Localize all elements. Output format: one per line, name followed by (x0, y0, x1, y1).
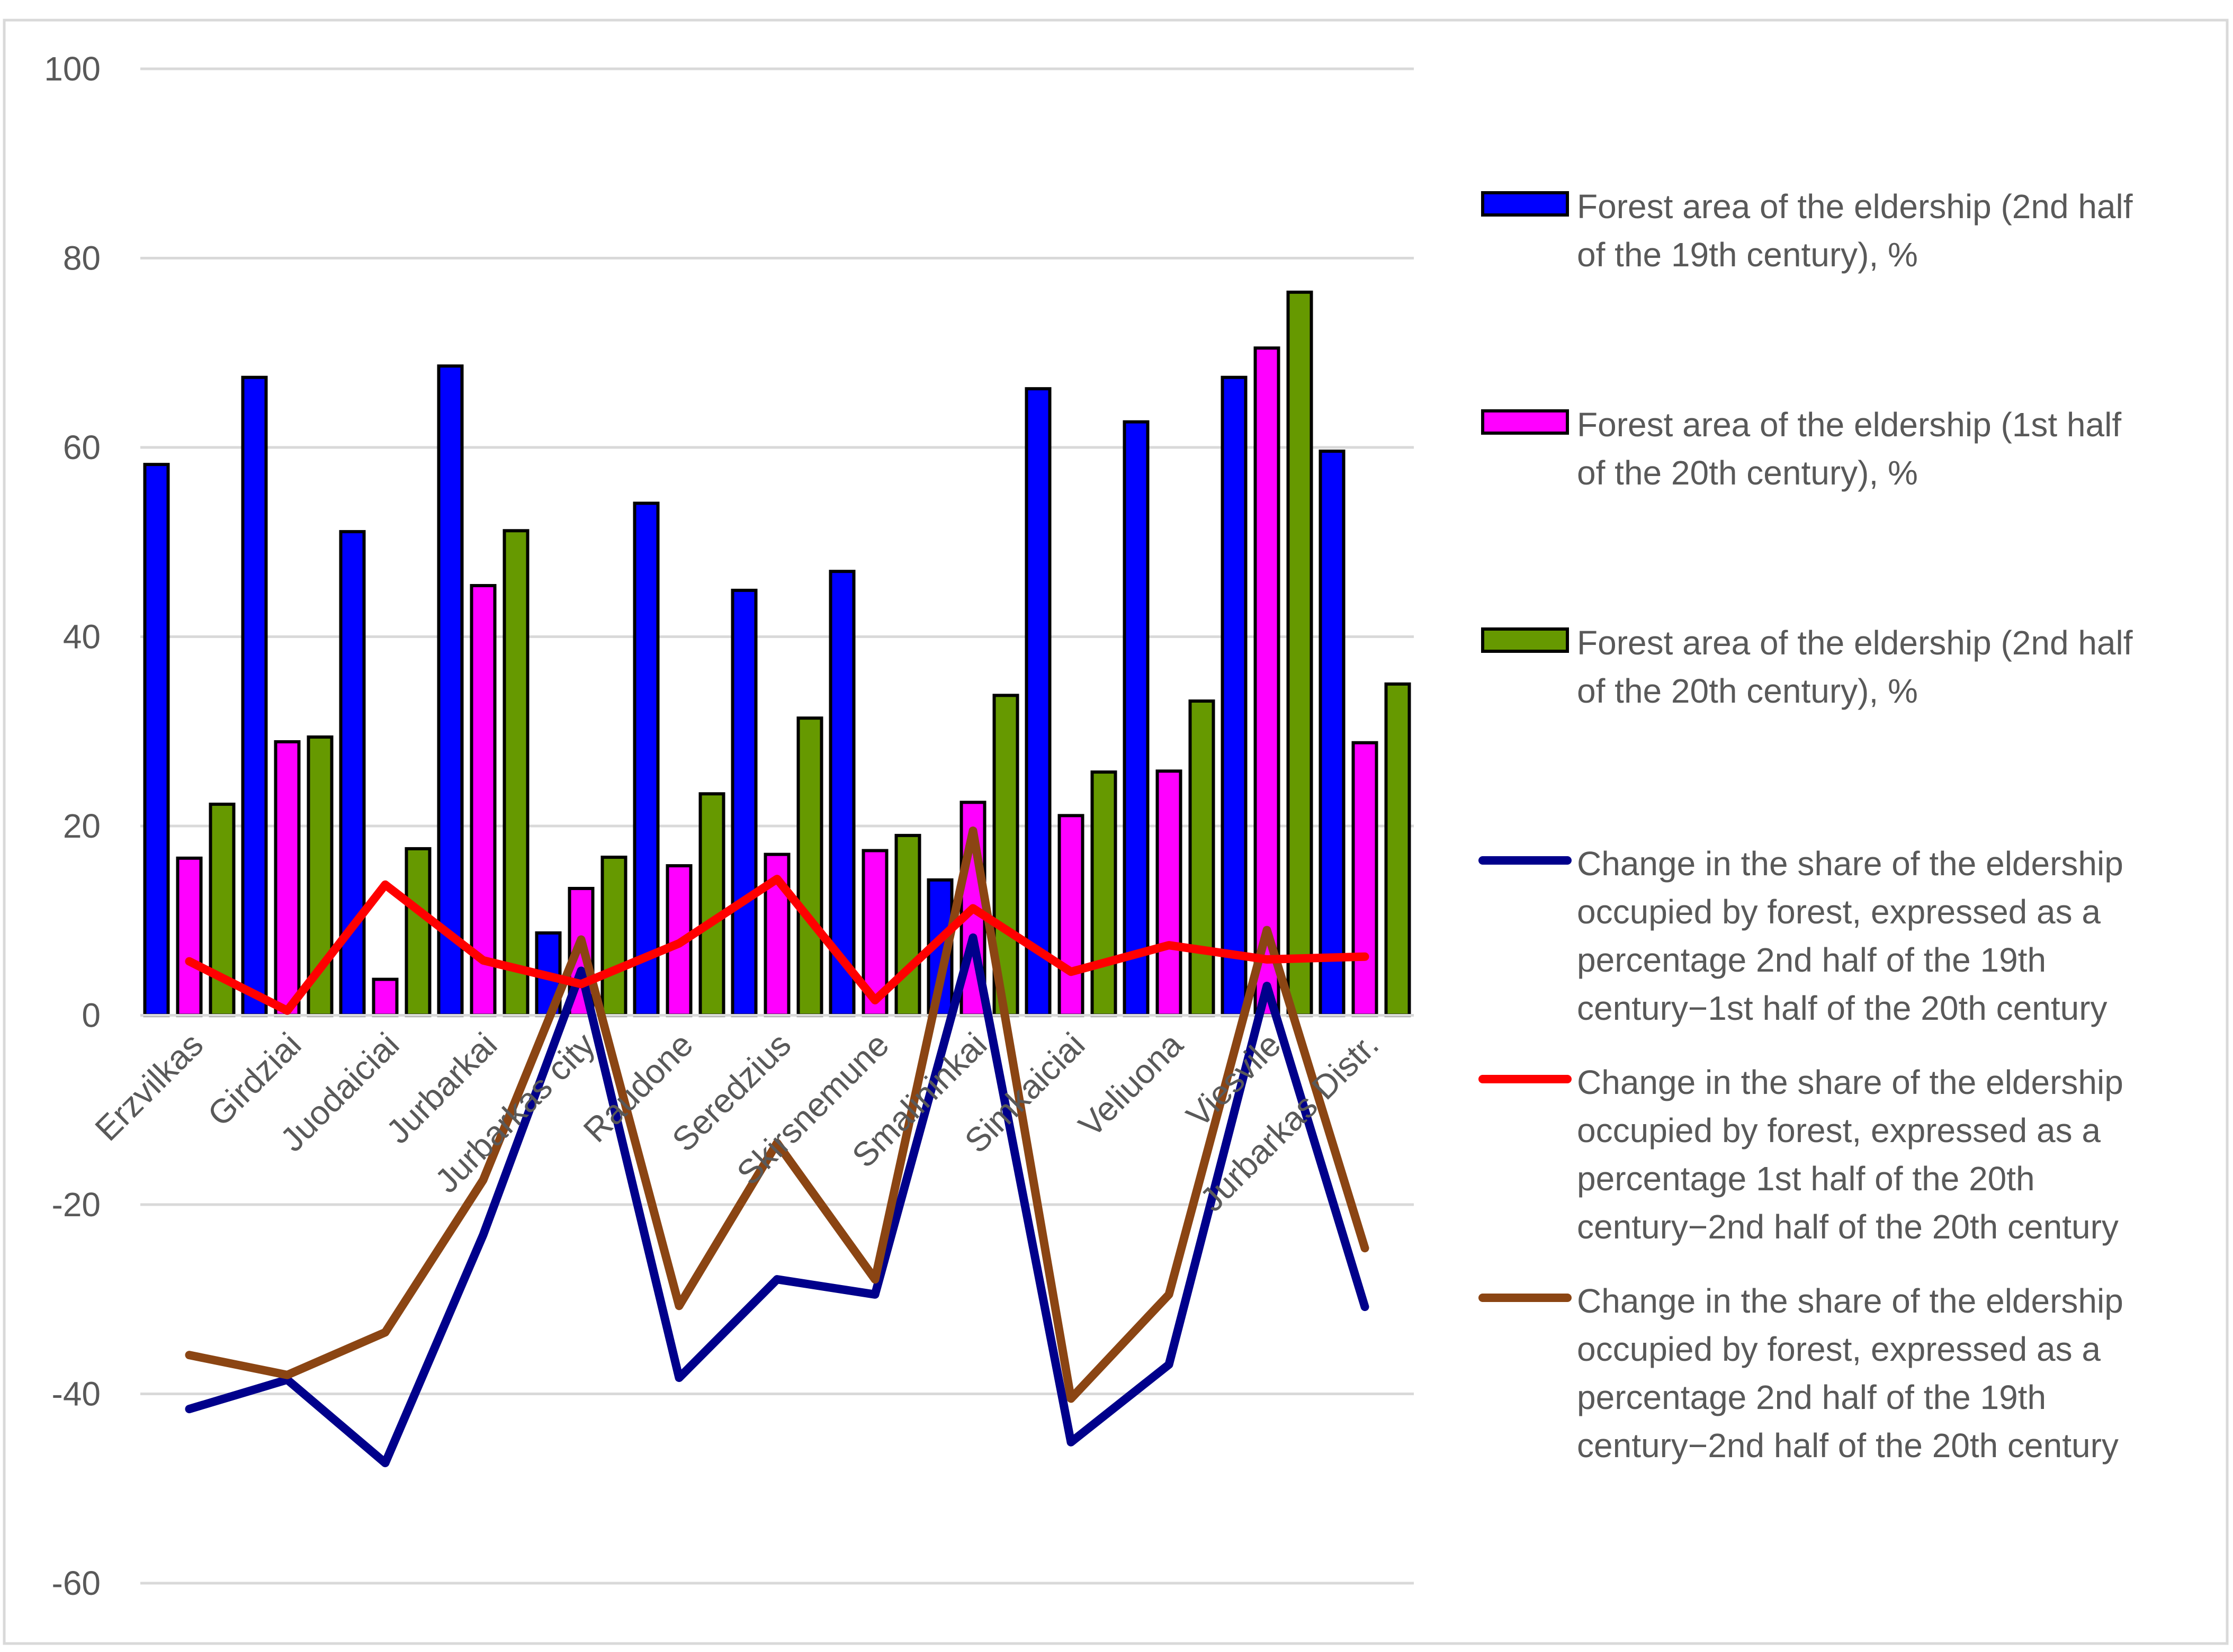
legend-swatch-1 (1481, 191, 1569, 217)
bar-series-3-veliuona (1188, 699, 1215, 1017)
legend: Forest area of the eldership (2nd half of… (1478, 187, 2133, 1465)
legend-swatch-2 (1481, 409, 1569, 435)
bar-series-1-jurbarkai (437, 364, 464, 1017)
y-tick-label: 100 (44, 50, 101, 88)
y-tick-label: 0 (82, 996, 101, 1035)
y-tick-label: 60 (63, 428, 101, 466)
bar-series-2-viesvile (1253, 346, 1280, 1017)
bar-series-1-seredzius (731, 588, 758, 1017)
legend-label-1: Forest area of the eldership (2nd half of… (1577, 187, 2133, 274)
bar-series-2-jurbarkai (470, 583, 497, 1017)
legend-label-4: Change in the share of the eldership occu… (1577, 845, 2123, 1027)
bar-series-2-veliuona (1155, 769, 1182, 1017)
y-axis-ticks: 100 80 60 40 20 0 -20 -40 -60 (44, 50, 101, 1602)
bar-series-3-jurbarkas-distr- (1384, 682, 1411, 1017)
bar-series-3-viesvile (1286, 290, 1313, 1017)
bar-series-1-viesvile (1221, 375, 1248, 1017)
legend-label-6: Change in the share of the eldership occu… (1577, 1282, 2123, 1465)
legend-label-2: Forest area of the eldership (1st half of… (1577, 406, 2121, 492)
bar-series-3-simkaiciai (1090, 770, 1117, 1017)
line-series-2 (185, 875, 1369, 1015)
bar-series-1-skirsnemune (829, 570, 856, 1017)
bar-series-1-veliuona (1123, 420, 1150, 1017)
bar-series-2-girdziai (274, 740, 301, 1017)
bar-series-1-raudone (633, 501, 660, 1017)
y-tick-label: -60 (52, 1564, 101, 1602)
bar-series-3-jurbarkai (503, 529, 530, 1017)
y-tick-label: 40 (63, 618, 101, 656)
bar-series-2-jurbarkas-distr- (1351, 741, 1378, 1017)
bar-series-1-erzvilkas (143, 463, 170, 1017)
bar-series-3-jurbarkas-city (600, 855, 627, 1017)
y-tick-label: 20 (63, 807, 101, 845)
legend-swatch-3 (1481, 627, 1569, 653)
line-series-1 (185, 933, 1369, 1467)
bar-series-1-jurbarkas-distr- (1319, 450, 1346, 1017)
line-series (185, 826, 1369, 1467)
bar-series-2-juodaiciai (372, 977, 399, 1017)
legend-label-3: Forest area of the eldership (2nd half of… (1577, 624, 2133, 710)
bar-series-3-juodaiciai (405, 847, 432, 1017)
legend-label-5: Change in the share of the eldership occu… (1577, 1063, 2123, 1246)
bar-series-3-seredzius (796, 716, 823, 1017)
bar-series-3-skirsnemune (894, 833, 921, 1017)
y-tick-label: 80 (63, 239, 101, 277)
bar-series-3-smalininkai (992, 694, 1019, 1017)
y-tick-label: -20 (52, 1186, 101, 1224)
bar-series-2-simkaiciai (1057, 814, 1084, 1017)
line-series-3 (185, 826, 1369, 1403)
bar-series-1-simkaiciai (1025, 387, 1052, 1017)
y-tick-label: -40 (52, 1375, 101, 1413)
bar-series-1-girdziai (241, 375, 268, 1017)
bar-series-2-erzvilkas (176, 856, 203, 1017)
bar-series-3-raudone (698, 792, 725, 1017)
